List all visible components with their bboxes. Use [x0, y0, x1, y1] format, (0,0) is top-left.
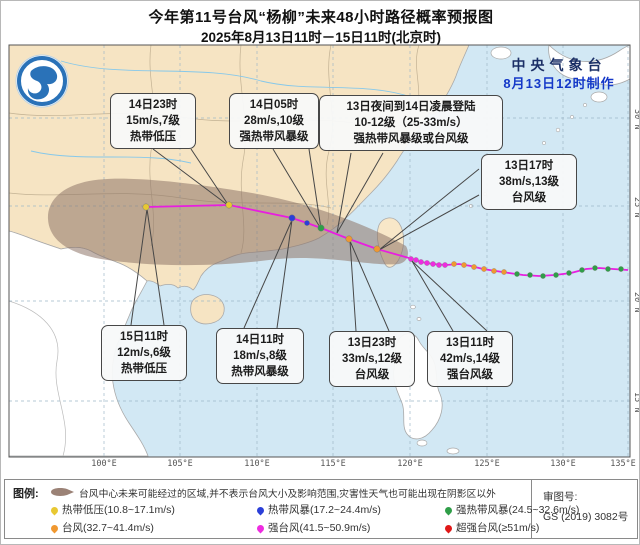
lon-label: 100°E [91, 459, 117, 469]
page-title: 今年第11号台风“杨柳”未来48小时路径概率预报图 [148, 9, 494, 26]
vietnam-border [9, 300, 66, 457]
legend: 图例: 台风中心未来可能经过的区域,并不表示台风大小及影响范围,灾害性天气也可能… [4, 479, 638, 539]
past-track-points [408, 256, 624, 279]
lat-label: 20°N [632, 291, 640, 313]
small-island [416, 439, 428, 447]
kyushu-island [590, 91, 608, 103]
legend-item-ts: 热带风暴(17.2~24.4m/s) [255, 502, 381, 517]
legend-title: 图例: [13, 488, 39, 500]
sts-dot-icon [443, 505, 454, 516]
ts-dot-icon [255, 505, 266, 516]
legend-divider [531, 480, 532, 538]
super-ty-dot-icon [443, 523, 454, 534]
legend-item-sty: 强台风(41.5~50.9m/s) [255, 520, 370, 535]
callout-14d05h: 14日05时 28m/s,10级 强热带风暴级 [229, 93, 319, 150]
lat-label: 30°N [632, 108, 640, 130]
callout-landfall: 13日夜间到14日凌晨登陆 10-12级（25-33m/s） 强热带风暴级或台风… [319, 95, 503, 152]
indochina-land [9, 230, 149, 457]
td-dot-icon [49, 505, 60, 516]
ty-dot-icon [49, 523, 60, 534]
legend-item-super-ty: 超强台风(≥51m/s) [443, 520, 539, 535]
small-island [416, 317, 422, 321]
lon-label: 110°E [244, 459, 270, 469]
lon-label: 135°E [610, 459, 636, 469]
lon-label: 125°E [474, 459, 500, 469]
callout-13d17h: 13日17时 38m/s,13级 台风级 [481, 154, 577, 211]
korea-land [490, 46, 512, 60]
legend-item-ty: 台风(32.7~41.4m/s) [49, 520, 154, 535]
cma-logo-icon [15, 54, 69, 108]
lat-label: 25°N [632, 196, 640, 218]
callout-15d11h: 15日11时 12m/s,6级 热带低压 [101, 325, 187, 382]
hainan-island [190, 294, 225, 325]
callout-13d23h: 13日23时 33m/s,12级 台风级 [329, 331, 415, 388]
callout-14d11h: 14日11时 18m/s,8级 热带风暴级 [216, 328, 304, 385]
legend-item-sts: 强热带风暴(24.5~32.6m/s) [443, 502, 579, 517]
map-approval-number: 审图号: GS (2019) 3082号 [543, 491, 629, 523]
small-island [410, 304, 416, 310]
legend-item-td: 热带低压(10.8~17.1m/s) [49, 502, 175, 517]
callout-13d11h: 13日11时 42m/s,14级 强台风级 [427, 331, 513, 388]
lon-label: 120°E [397, 459, 423, 469]
forecast-track-line [145, 204, 410, 259]
lon-label: 115°E [320, 459, 346, 469]
callout-14d23h: 14日23时 15m/s,7级 热带低压 [110, 93, 196, 150]
agency-name: 中央气象台 [511, 57, 607, 73]
small-island [446, 447, 460, 455]
cone-note: 台风中心未来可能经过的区域,并不表示台风大小及影响范围,灾害性天气也可能出现在阴… [79, 489, 496, 500]
forecast-cone [47, 178, 408, 266]
lon-label: 105°E [167, 459, 193, 469]
rivers [30, 60, 412, 164]
cone-legend-icon [51, 488, 74, 496]
page-subtitle: 2025年8月13日11时－15日11时(北京时) [200, 30, 442, 45]
map-frame [8, 44, 631, 458]
agency-issue-time: 8月13日12时制作 [503, 76, 615, 91]
forecast-track-points [142, 201, 381, 253]
lon-label: 130°E [550, 459, 576, 469]
sty-dot-icon [255, 523, 266, 534]
lat-label: 15°N [632, 391, 640, 413]
